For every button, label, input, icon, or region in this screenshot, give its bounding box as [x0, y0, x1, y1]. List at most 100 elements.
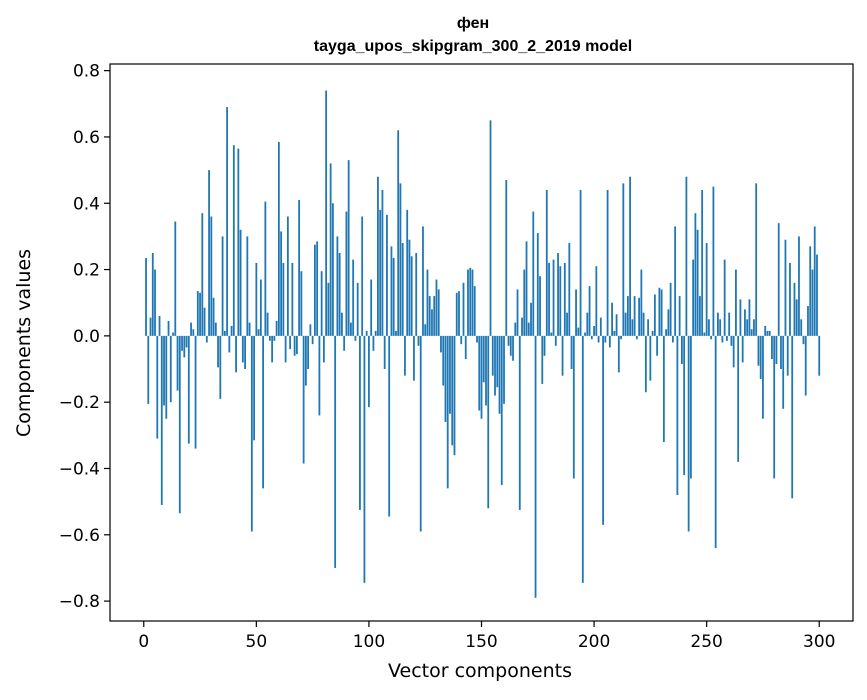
bar: [595, 266, 598, 336]
bar: [588, 286, 591, 336]
bar: [415, 252, 418, 336]
bar: [572, 335, 575, 479]
bar: [149, 317, 152, 336]
bar: [489, 120, 492, 336]
bar: [818, 335, 821, 376]
chart-title: фен: [457, 15, 489, 32]
bar: [248, 322, 251, 336]
bar: [417, 335, 420, 346]
bar: [748, 299, 751, 336]
bar: [807, 306, 809, 336]
bar: [338, 252, 341, 336]
bar: [509, 335, 512, 356]
bar: [811, 269, 814, 336]
bar: [602, 335, 604, 525]
bar: [196, 291, 199, 336]
bar: [449, 335, 451, 414]
bar: [257, 329, 260, 336]
bar: [536, 233, 539, 336]
bar: [566, 312, 568, 336]
bar: [669, 282, 672, 336]
bar: [658, 287, 661, 336]
bar: [404, 335, 406, 376]
bar: [214, 322, 217, 336]
x-tick-label: 100: [353, 632, 385, 652]
bar: [728, 312, 731, 336]
bar: [424, 324, 427, 336]
bar: [422, 226, 424, 336]
bar: [791, 335, 794, 499]
bar: [699, 296, 701, 336]
bar: [631, 319, 634, 336]
bar: [793, 282, 796, 336]
bar: [386, 214, 388, 336]
bar: [253, 335, 255, 441]
bar: [374, 330, 377, 336]
bar: [530, 302, 532, 336]
bar: [370, 279, 373, 336]
bar: [802, 335, 805, 345]
bar: [626, 296, 629, 336]
bar: [230, 325, 233, 336]
bar: [480, 335, 483, 419]
bar: [235, 335, 237, 373]
bar: [239, 229, 242, 336]
bar: [433, 296, 436, 336]
bar: [167, 320, 170, 336]
bar: [563, 262, 566, 336]
bar: [244, 335, 246, 370]
y-tick-label: −0.8: [59, 592, 100, 612]
bar: [494, 335, 496, 396]
bar: [271, 335, 274, 363]
bar: [503, 335, 505, 404]
bar: [608, 335, 611, 348]
y-tick-label: 0.6: [73, 128, 100, 148]
bar: [390, 246, 393, 336]
bar: [809, 246, 812, 336]
bar: [525, 241, 528, 336]
bar: [410, 256, 413, 336]
bar: [518, 335, 521, 510]
bar: [268, 335, 271, 341]
bar: [651, 330, 654, 336]
bar: [692, 259, 695, 336]
bar: [629, 176, 631, 336]
bar: [309, 324, 312, 336]
bar: [203, 307, 206, 336]
bar: [352, 259, 355, 336]
x-axis-label: Vector components: [388, 660, 572, 682]
bar: [780, 335, 782, 370]
bar: [581, 335, 584, 583]
bar: [221, 236, 224, 336]
bar: [710, 335, 713, 340]
bar: [318, 335, 321, 416]
bar: [726, 335, 728, 341]
bar: [266, 312, 269, 336]
bar: [223, 330, 226, 336]
bar: [579, 189, 582, 336]
bar: [507, 335, 510, 346]
bar: [151, 252, 154, 336]
bar: [482, 335, 485, 383]
bar: [512, 335, 514, 361]
bar: [593, 325, 595, 336]
bar: [304, 335, 307, 386]
bar: [539, 276, 541, 336]
bar: [471, 269, 474, 336]
bar: [753, 319, 755, 336]
bar: [617, 335, 620, 373]
bar: [570, 335, 573, 370]
bar: [372, 335, 375, 351]
bar: [428, 296, 431, 336]
bar: [368, 335, 370, 408]
bar: [622, 183, 625, 336]
y-tick-label: −0.2: [59, 393, 100, 413]
bar: [298, 199, 301, 336]
bar: [759, 335, 762, 379]
bar: [241, 335, 244, 363]
bar: [399, 183, 402, 336]
bar: [813, 226, 816, 336]
bar: [586, 312, 589, 336]
bar: [550, 332, 553, 336]
bar: [521, 317, 523, 336]
